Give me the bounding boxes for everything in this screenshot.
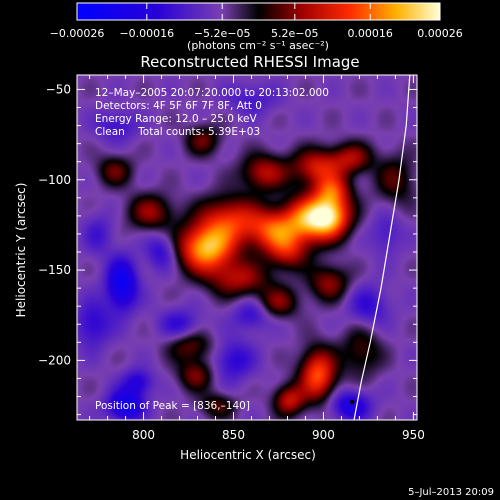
x-tick-label: 950 xyxy=(402,428,425,442)
annotation-detectors: Detectors: 4F 5F 6F 7F 8F, Att 0 xyxy=(95,100,262,112)
x-axis-label: Heliocentric X (arcsec) xyxy=(180,448,316,462)
colorbar-tick-label: −0.00026 xyxy=(50,27,105,40)
heatmap-image xyxy=(77,75,417,420)
colorbar-ticks: −0.00026 −0.00016 −5.2e−05 5.2e−05 0.00016 0.… xyxy=(50,3,463,40)
solar-limb-line xyxy=(353,75,411,420)
y-tick-label: −150 xyxy=(38,263,71,277)
x-tick-label: 900 xyxy=(312,428,335,442)
peak-marker xyxy=(350,399,355,405)
colorbar-tick-label: 5.2e−05 xyxy=(271,27,318,40)
annotation-energy-range: Energy Range: 12.0 – 25.0 keV xyxy=(95,113,257,125)
annotation-clean-counts: Clean Total counts: 5.39E+03 xyxy=(95,126,260,138)
colorbar-tick-label: 0.00026 xyxy=(417,27,463,40)
x-tick-label: 800 xyxy=(132,428,155,442)
annotation-peak-position: Position of Peak = [836,–140] xyxy=(95,400,250,412)
colorbar-tick-label: −0.00016 xyxy=(119,27,174,40)
colorbar-unit-label: (photons cm⁻² s⁻¹ asec⁻²) xyxy=(187,39,329,52)
y-axis-label: Heliocentric Y (arcsec) xyxy=(14,183,28,318)
axis-ticks: 800 850 900 950 −50 −100 −150 −200 xyxy=(38,75,425,442)
info-annotations: 12–May–2005 20:07:20.000 to 20:13:02.000… xyxy=(95,87,329,412)
y-tick-label: −200 xyxy=(38,353,71,367)
colorbar-tick-label: −5.2e−05 xyxy=(194,27,251,40)
x-tick-label: 850 xyxy=(222,428,245,442)
annotation-time-range: 12–May–2005 20:07:20.000 to 20:13:02.000 xyxy=(95,87,329,99)
colorbar xyxy=(76,2,441,21)
chart-title: Reconstructed RHESSI Image xyxy=(140,53,359,71)
y-tick-label: −100 xyxy=(38,173,71,187)
y-tick-label: −50 xyxy=(46,82,71,96)
colorbar-tick-label: 0.00016 xyxy=(347,27,393,40)
plot-frame xyxy=(76,74,418,421)
footer-timestamp: 5–Jul–2013 20:09 xyxy=(408,487,494,498)
